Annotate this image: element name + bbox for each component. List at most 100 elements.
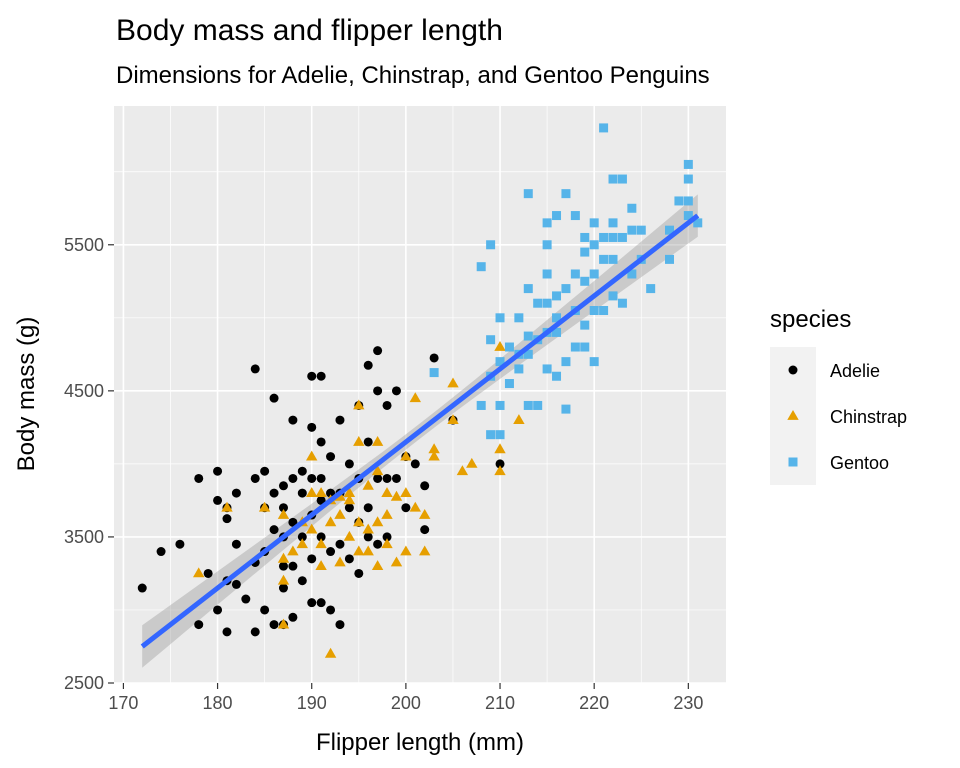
legend-key-chinstrap [787,410,799,420]
data-point-gentoo [580,232,590,242]
data-point-chinstrap [362,523,374,534]
data-point-adelie [213,605,223,615]
data-point-adelie [137,583,147,593]
data-point-adelie [250,364,260,374]
data-point-chinstrap [277,509,290,519]
data-point-chinstrap [381,538,393,549]
data-point-adelie [278,481,288,491]
data-point-gentoo [665,254,675,264]
data-point-adelie [156,547,166,557]
data-point-gentoo [665,225,675,235]
data-point-adelie [250,627,260,637]
data-point-chinstrap [334,556,346,567]
data-point-chinstrap [353,516,365,527]
data-point-adelie [250,473,260,483]
data-point-adelie [260,605,270,615]
data-point-adelie [316,598,326,608]
data-point-adelie [335,539,345,549]
data-point-chinstrap [343,530,356,541]
data-point-chinstrap [466,457,478,468]
data-point-chinstrap [447,414,459,424]
data-point-adelie [307,422,317,432]
data-point-chinstrap [456,465,469,476]
data-point-chinstrap [334,509,346,519]
data-point-adelie [316,495,326,505]
y-tick-label: 4500 [64,381,104,401]
data-point-gentoo [542,364,552,374]
data-point-chinstrap [324,647,337,658]
data-point-gentoo [617,174,627,184]
data-point-adelie [241,594,251,604]
data-point-chinstrap [390,556,403,567]
data-point-gentoo [542,269,552,279]
data-point-gentoo [580,247,590,257]
data-point-gentoo [589,306,599,316]
legend-key-gentoo [788,457,798,467]
data-point-gentoo [523,189,533,199]
x-tick-label: 210 [485,693,515,713]
data-point-adelie [260,466,270,476]
data-point-gentoo [561,404,571,414]
data-point-gentoo [580,342,590,352]
data-point-gentoo [693,218,703,228]
y-axis: 2500 3500 4500 5500 [64,235,114,693]
data-point-adelie [391,473,401,483]
data-point-gentoo [523,400,533,410]
data-point-adelie [429,353,439,363]
y-axis-title: Body mass (g) [13,317,40,472]
data-point-adelie [231,488,241,498]
data-point-chinstrap [362,545,374,556]
data-point-adelie [288,561,298,571]
data-point-gentoo [627,225,637,235]
data-point-adelie [326,488,336,498]
legend-title: species [770,306,851,333]
data-point-chinstrap [419,509,431,519]
x-axis-title: Flipper length (mm) [316,729,524,756]
data-point-chinstrap [390,490,403,501]
legend-label-chinstrap: Chinstrap [830,407,907,427]
data-point-adelie [307,598,317,608]
data-point-gentoo [683,196,693,206]
data-point-gentoo [514,364,524,374]
data-point-gentoo [683,211,693,221]
data-point-gentoo [608,218,618,228]
data-point-gentoo [504,379,514,389]
x-tick-label: 220 [579,693,609,713]
data-point-adelie [382,400,392,410]
data-point-adelie [373,346,383,356]
data-point-adelie [297,488,307,498]
data-point-gentoo [608,291,618,301]
data-point-gentoo [570,342,580,352]
data-point-chinstrap [277,574,290,585]
data-point-adelie [307,554,317,564]
data-point-adelie [316,532,326,542]
data-point-chinstrap [277,552,290,563]
data-point-gentoo [486,430,496,440]
data-point-adelie [288,473,298,483]
data-point-adelie [222,514,232,524]
data-point-chinstrap [371,516,384,527]
data-point-gentoo [599,232,609,242]
data-point-gentoo [570,269,580,279]
legend-label-gentoo: Gentoo [830,453,889,473]
data-point-adelie [401,503,411,513]
data-point-chinstrap [371,560,384,570]
data-point-chinstrap [371,436,384,446]
data-point-adelie [231,579,241,589]
data-point-adelie [213,466,223,476]
data-point-gentoo [552,291,562,301]
data-point-chinstrap [381,509,393,519]
data-point-chinstrap [353,545,365,556]
data-point-adelie [316,437,326,447]
data-point-chinstrap [287,545,299,556]
data-point-adelie [194,620,204,630]
data-point-chinstrap [419,545,431,556]
data-point-adelie [391,386,401,396]
data-point-chinstrap [315,538,327,549]
legend-label-adelie: Adelie [830,361,880,381]
data-point-chinstrap [306,487,318,497]
data-point-gentoo [495,400,505,410]
data-point-gentoo [533,298,543,308]
data-point-adelie [278,503,288,513]
data-point-gentoo [599,254,609,264]
